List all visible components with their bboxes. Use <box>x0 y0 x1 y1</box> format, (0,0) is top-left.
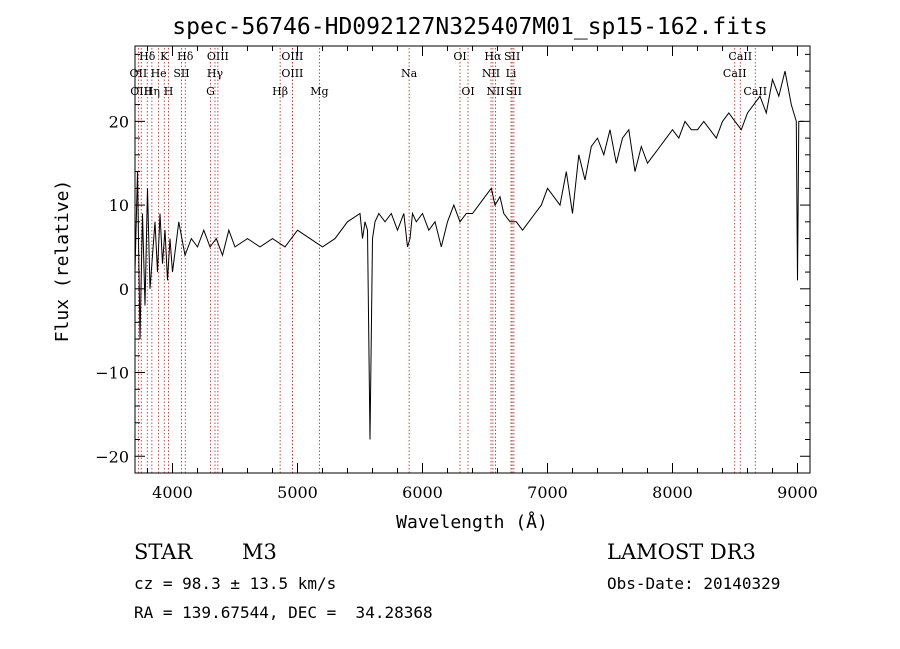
spectral-line-label: Hγ <box>207 67 224 80</box>
x-tick-label: 9000 <box>777 483 818 502</box>
spectral-line-label: Hδ <box>139 50 156 63</box>
spectral-line-label: SII <box>504 50 520 63</box>
x-tick-label: 8000 <box>652 483 693 502</box>
spectral-line-label: OI <box>461 85 474 98</box>
y-axis-label: Flux (relative) <box>52 180 73 343</box>
object-type: STAR <box>134 540 193 564</box>
observation-date: Obs-Date: 20140329 <box>607 574 781 593</box>
y-tick-label: 0 <box>119 280 129 299</box>
spectral-line-label: NII <box>486 85 504 98</box>
axis-ticks: 4000 5000 6000 7000 8000 9000 −20 −10 0 10 20 <box>95 46 818 502</box>
spectral-line-label: SII <box>506 85 522 98</box>
x-tick-label: 5000 <box>277 483 318 502</box>
spectral-line-label: Hδ <box>177 50 194 63</box>
spectral-line-label: NII <box>482 67 500 80</box>
spectral-line-label: CaII <box>728 50 752 63</box>
spectrum-series-line <box>134 70 804 440</box>
spectral-line-label: Hβ <box>272 85 288 98</box>
spectral-line-label: G <box>206 85 215 98</box>
y-tick-label: −20 <box>95 447 129 466</box>
spectral-line-label: OI <box>453 50 466 63</box>
spectral-line-label: Hα <box>484 50 502 63</box>
x-tick-label: 7000 <box>527 483 568 502</box>
spectral-line-label: Hη <box>144 85 160 98</box>
y-tick-label: 10 <box>109 196 129 215</box>
spectral-line-label: He <box>151 67 167 80</box>
spectral-line-label: SII <box>173 67 189 80</box>
x-tick-label: 6000 <box>402 483 443 502</box>
spectral-line-label: CaII <box>723 67 747 80</box>
spectral-line-markers <box>137 48 756 473</box>
redshift-cz: cz = 98.3 ± 13.5 km/s <box>134 574 337 593</box>
survey-name: LAMOST DR3 <box>607 540 756 564</box>
object-subclass: M3 <box>242 540 277 564</box>
spectral-line-label: CaII <box>743 85 767 98</box>
spectral-line-label: K <box>160 50 169 63</box>
spectral-line-label: OIII <box>281 67 303 80</box>
spectral-line-label: Li <box>506 67 517 80</box>
x-tick-label: 4000 <box>152 483 193 502</box>
spectral-line-label: OIII <box>207 50 229 63</box>
chart-title: spec-56746-HD092127N325407M01_sp15-162.f… <box>172 14 767 40</box>
plot-frame <box>134 45 811 474</box>
ra-dec-coordinates: RA = 139.67544, DEC = 34.28368 <box>134 603 433 622</box>
spectral-line-label: H <box>164 85 174 98</box>
spectral-line-label: Na <box>401 67 418 80</box>
y-tick-label: 20 <box>109 112 129 131</box>
spectral-line-label: Mg <box>310 85 328 98</box>
spectral-line-label: OII <box>130 67 148 80</box>
spectral-line-label: OIII <box>281 50 303 63</box>
y-tick-label: −10 <box>95 364 129 383</box>
x-axis-label: Wavelength (Å) <box>396 511 548 533</box>
